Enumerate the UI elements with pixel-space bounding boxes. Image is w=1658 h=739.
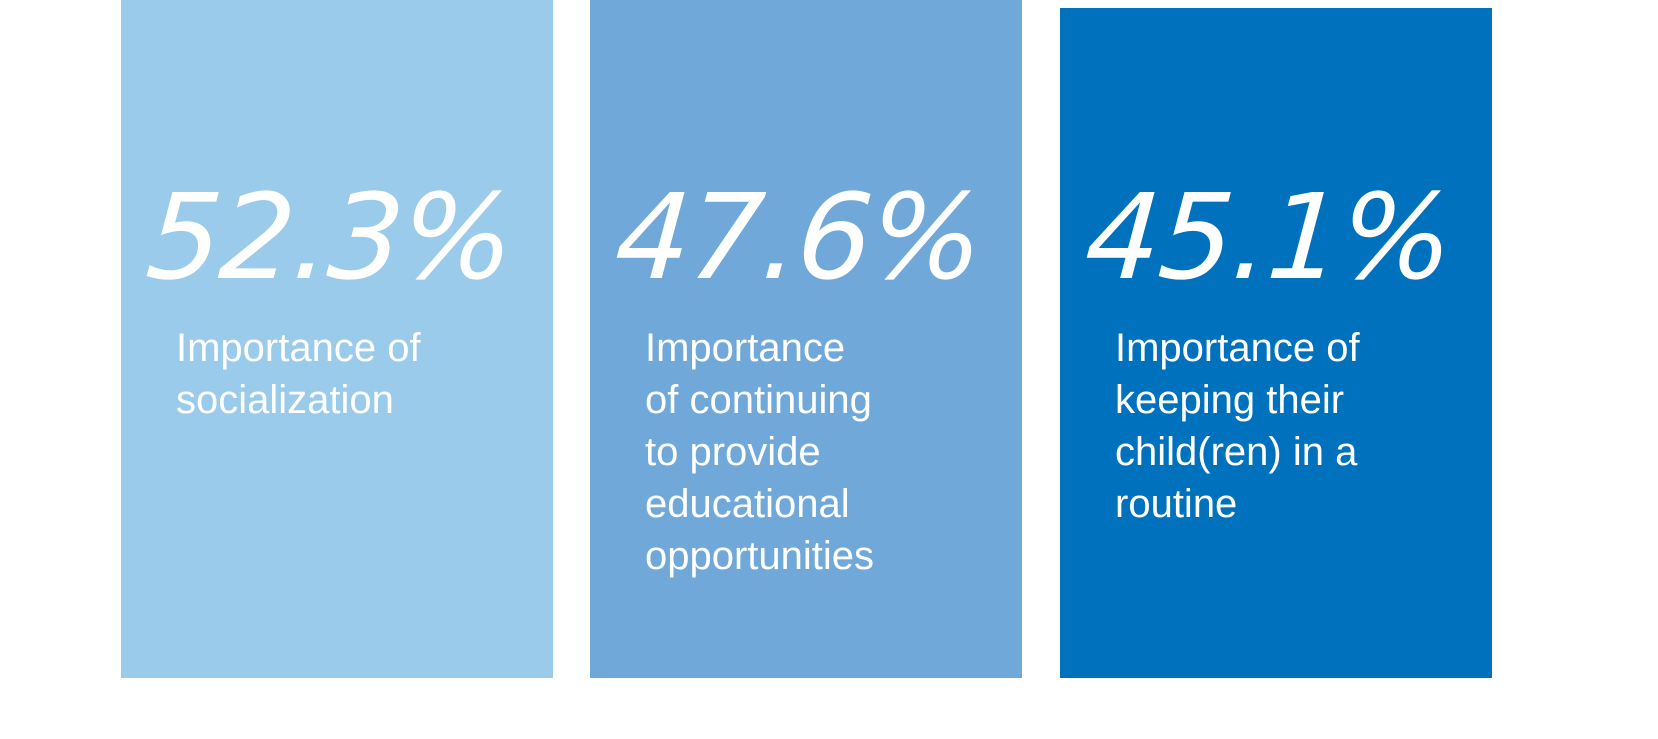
category-label-1: Importance of socialization	[176, 326, 421, 422]
bar-1	[121, 0, 553, 678]
data-label-2: 47.6%	[611, 168, 986, 306]
category-label-2: Importance of continuing to provide educ…	[645, 326, 875, 578]
category-label-3: Importance of keeping their child(ren) i…	[1115, 326, 1360, 526]
bar-3	[1060, 8, 1492, 678]
data-label-1: 52.3%	[142, 168, 517, 306]
data-label-3: 45.1%	[1081, 168, 1456, 306]
bar-2	[590, 0, 1022, 678]
